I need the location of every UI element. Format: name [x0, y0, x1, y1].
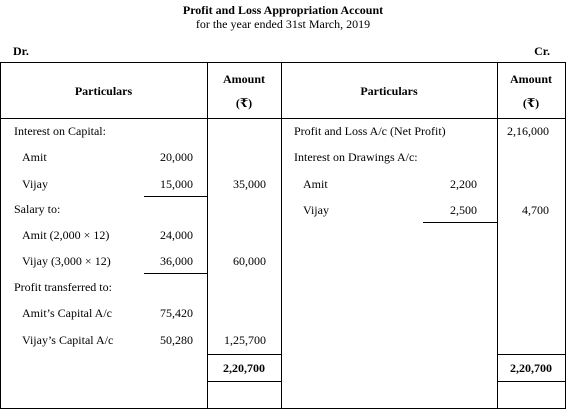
salary-label: Salary to:	[14, 202, 61, 216]
left-border	[0, 62, 1, 409]
debit-interest-subtotal-rule	[144, 196, 207, 197]
credit-grand-total: 2,20,700	[510, 361, 552, 375]
center-divider	[281, 62, 282, 409]
profit-vijay-name: Vijay’s Capital A/c	[22, 333, 114, 347]
interest-amit-name: Amit	[22, 150, 47, 164]
header-divider	[0, 118, 566, 119]
drawings-amit-name: Amit	[303, 177, 328, 191]
drawings-total: 4,700	[522, 203, 549, 217]
profit-transferred-label: Profit transferred to:	[14, 280, 112, 294]
drawings-amit-value: 2,200	[450, 177, 477, 191]
net-profit-value: 2,16,000	[507, 124, 549, 138]
debit-total-rule-bottom	[207, 381, 281, 382]
salary-vijay-name: Vijay (3,000 × 12)	[22, 254, 111, 268]
right-amount-header: Amount	[509, 72, 552, 86]
account-period: for the year ended 31st March, 2019	[195, 17, 371, 31]
profit-amit-name: Amit’s Capital A/c	[22, 306, 112, 320]
table-bottom-border	[0, 408, 566, 409]
interest-on-capital-label: Interest on Capital:	[14, 124, 106, 138]
right-amount-divider	[497, 62, 498, 409]
debit-grand-total: 2,20,700	[223, 361, 265, 375]
credit-total-rule-top	[497, 354, 565, 355]
account-title: Profit and Loss Appropriation Account	[182, 3, 384, 17]
drawings-vijay-name: Vijay	[303, 203, 329, 217]
left-amount-divider	[207, 62, 208, 409]
interest-amit-value: 20,000	[160, 150, 193, 164]
salary-amit-value: 24,000	[160, 228, 193, 242]
right-particulars-header: Particulars	[360, 84, 418, 98]
debit-total-rule-top	[207, 354, 281, 355]
table-top-border	[0, 62, 566, 63]
interest-vijay-value: 15,000	[160, 177, 193, 191]
interest-total: 35,000	[233, 177, 266, 191]
salary-total: 60,000	[233, 254, 266, 268]
profit-transferred-total: 1,25,700	[224, 333, 266, 347]
profit-vijay-value: 50,280	[160, 333, 193, 347]
profit-amit-value: 75,420	[160, 306, 193, 320]
interest-on-drawings-label: Interest on Drawings A/c:	[294, 150, 418, 164]
left-amount-header: Amount	[222, 72, 265, 86]
debit-salary-subtotal-rule	[144, 273, 207, 274]
right-currency-header: (₹)	[522, 96, 540, 110]
credit-label: Cr.	[534, 44, 550, 58]
salary-amit-name: Amit (2,000 × 12)	[22, 228, 110, 242]
left-currency-header: (₹)	[235, 96, 253, 110]
drawings-vijay-value: 2,500	[450, 203, 477, 217]
salary-vijay-value: 36,000	[160, 254, 193, 268]
credit-total-rule-bottom	[497, 381, 565, 382]
interest-vijay-name: Vijay	[22, 177, 48, 191]
left-particulars-header: Particulars	[74, 84, 133, 98]
net-profit-label: Profit and Loss A/c (Net Profit)	[294, 124, 446, 138]
credit-drawings-subtotal-rule	[423, 222, 497, 223]
debit-label: Dr.	[13, 44, 29, 58]
